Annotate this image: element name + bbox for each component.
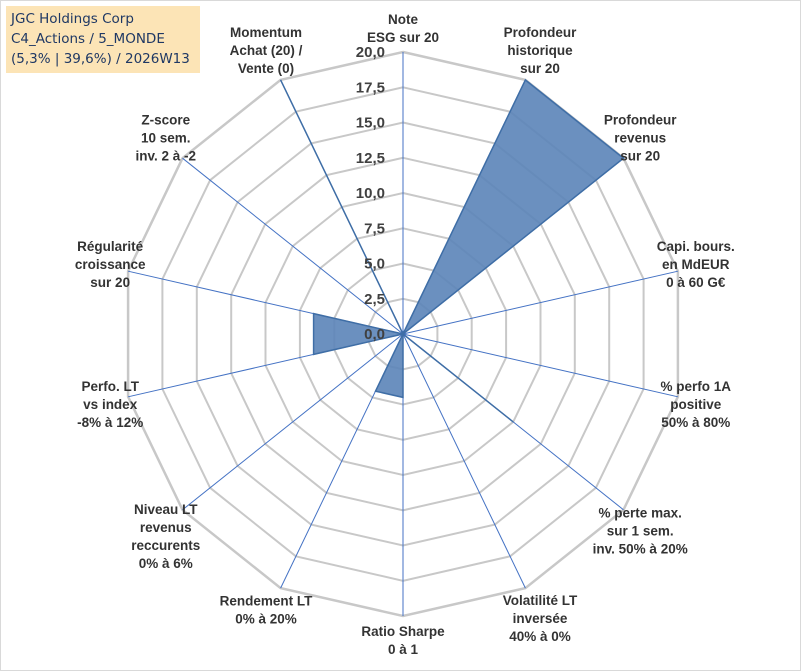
axis-label-line: vs index	[83, 397, 138, 412]
axis-label-line: Rendement LT	[220, 594, 314, 609]
chart-title-line-1: JGC Holdings Corp	[11, 11, 134, 27]
axis-label-volatilite-lt: Volatilité LT inversée 40% à 0%	[503, 593, 578, 644]
axis-label-line: Note	[388, 12, 418, 27]
axis-label-perfo-1a: % perfo 1A positive 50% à 80%	[661, 379, 732, 430]
axis-label-line: sur 1 sem.	[607, 523, 674, 538]
axis-label-line: Régularité	[77, 239, 144, 254]
axis-label-profondeur: Profondeur revenus sur 20	[604, 113, 677, 164]
tick-label-5: 12,5	[356, 150, 385, 167]
tick-label-8: 20,0	[356, 44, 385, 61]
axis-label-line: 10 sem.	[141, 131, 191, 146]
axis-label-line: 40% à 0%	[509, 629, 571, 644]
axis-label-line: 0 à 1	[388, 642, 419, 657]
axis-label-line: Momentum	[230, 25, 302, 40]
series-area-0	[279, 78, 625, 423]
axis-label-line: revenus	[614, 131, 666, 146]
axis-label-capi-bours: Capi. bours. en MdEUR 0 à 60 G€	[657, 239, 735, 290]
tick-label-6: 15,0	[356, 115, 385, 132]
tick-label-4: 10,0	[356, 185, 385, 202]
axis-label-perte-max: % perte max. sur 1 sem. inv. 50% à 20%	[593, 505, 688, 556]
tick-label-2: 5,0	[364, 256, 385, 273]
axis-label-line: sur 20	[520, 61, 560, 76]
chart-title-line-2: C4_Actions / 5_MONDE	[11, 31, 165, 47]
axis-label-line: Capi. bours.	[657, 239, 735, 254]
tick-label-7: 17,5	[356, 79, 385, 96]
axis-label-line: 50% à 80%	[661, 415, 730, 430]
axis-label-line: Ratio Sharpe	[361, 624, 445, 639]
axis-label-line: inversée	[513, 611, 568, 626]
axis-label-line: 0% à 6%	[139, 556, 193, 571]
spoke-perfo-1a	[402, 333, 679, 398]
axis-label-line: inv. 50% à 20%	[593, 541, 688, 556]
axis-label-line: 0 à 60 G€	[666, 275, 726, 290]
axis-label-perfo-lt: Perfo. LT vs index -8% à 12%	[77, 379, 143, 430]
axis-label-line: Z-score	[141, 113, 190, 128]
chart-title-line-3: (5,3% | 39,6%) / 2026W13	[11, 51, 190, 67]
axis-label-line: -8% à 12%	[77, 415, 143, 430]
tick-label-3: 7,5	[364, 220, 385, 237]
axis-label-note: Note ESG sur 20	[367, 12, 439, 45]
chart-title-box: JGC Holdings Corp C4_Actions / 5_MONDE (…	[6, 6, 200, 73]
tick-label-0: 0,0	[364, 326, 385, 343]
axis-label-z-score: Z-score 10 sem. inv. 2 à -2	[136, 113, 197, 164]
spoke-z-score	[182, 157, 404, 335]
axis-label-line: Niveau LT	[134, 502, 198, 517]
axis-label-line: Achat (20) /	[230, 43, 303, 58]
tick-label-1: 2,5	[364, 291, 385, 308]
axis-label-rendement-lt: Rendement LT 0% à 20%	[220, 594, 314, 627]
axis-label-line: en MdEUR	[662, 257, 730, 272]
radar-tick-labels: 0,0 2,5 5,0 7,5 10,0 12,5 15,0 17,5 20,0	[356, 44, 385, 343]
axis-label-line: reccurents	[131, 538, 200, 553]
radar-series	[279, 78, 625, 423]
axis-label-line: historique	[507, 43, 573, 58]
axis-label-line: Profondeur	[604, 113, 677, 128]
radar-axis-labels: Note ESG sur 20 Profondeur historique sur 20…	[75, 12, 735, 657]
axis-label-line: croissance	[75, 257, 146, 272]
axis-label-momentum: Momentum Achat (20) / Vente (0)	[230, 25, 303, 76]
axis-label-line: 0% à 20%	[235, 612, 297, 627]
axis-label-ratio-sharpe: Ratio Sharpe 0 à 1	[361, 624, 445, 657]
axis-label-line: positive	[670, 397, 722, 412]
axis-label-line: ESG sur 20	[367, 30, 439, 45]
axis-label-line: % perte max.	[599, 505, 682, 520]
axis-label-line: Volatilité LT	[503, 593, 578, 608]
axis-label-regularite: Régularité croissance sur 20	[75, 239, 146, 290]
spoke-capi-bours	[402, 270, 679, 335]
axis-label-line: Perfo. LT	[81, 379, 139, 394]
axis-label-line: sur 20	[90, 275, 130, 290]
axis-label-line: sur 20	[620, 149, 660, 164]
axis-label-line: % perfo 1A	[661, 379, 732, 394]
axis-label-profondeur: Profondeur historique sur 20	[504, 25, 577, 76]
axis-label-niveau-lt: Niveau LT revenus reccurents 0% à 6%	[131, 502, 200, 571]
spoke-niveau-lt	[182, 333, 404, 511]
spoke-volatilite-lt	[402, 333, 526, 589]
axis-label-line: inv. 2 à -2	[136, 149, 197, 164]
axis-label-line: Profondeur	[504, 25, 577, 40]
axis-label-line: revenus	[140, 520, 192, 535]
axis-label-line: Vente (0)	[238, 61, 294, 76]
